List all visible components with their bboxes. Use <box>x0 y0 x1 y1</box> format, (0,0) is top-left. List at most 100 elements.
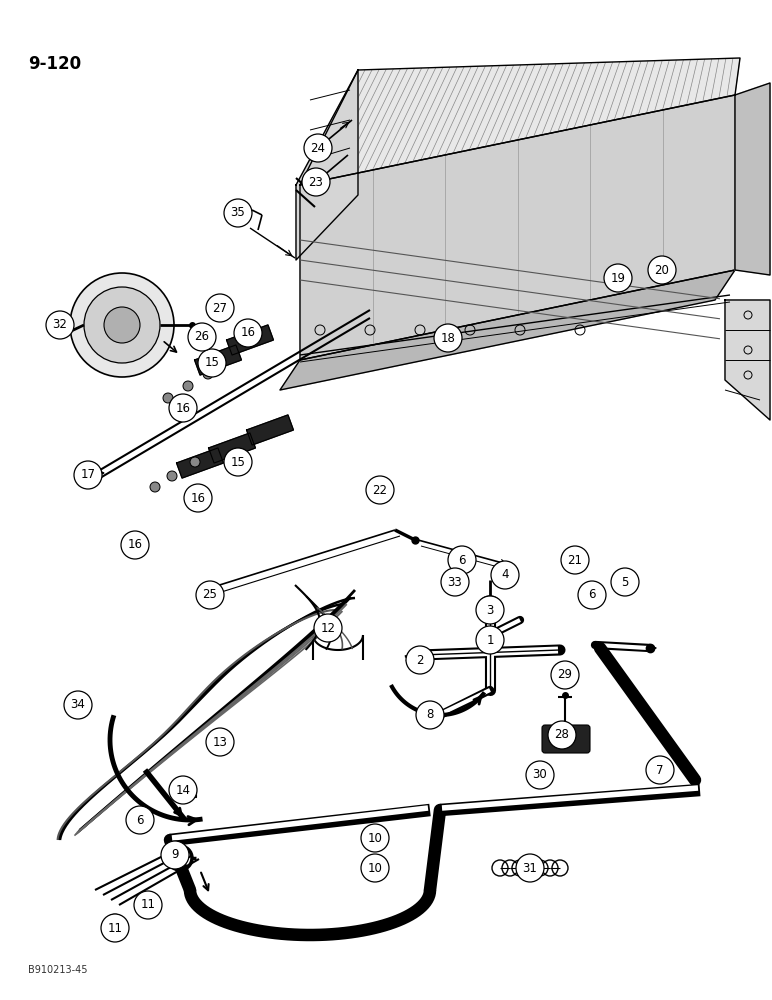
Polygon shape <box>725 300 770 420</box>
Circle shape <box>434 324 462 352</box>
Text: 6: 6 <box>588 588 596 601</box>
Text: 12: 12 <box>320 621 336 635</box>
Text: 28: 28 <box>554 728 570 742</box>
Circle shape <box>234 319 262 347</box>
Text: 34: 34 <box>70 698 86 712</box>
Circle shape <box>361 854 389 882</box>
Text: 17: 17 <box>80 468 96 482</box>
Polygon shape <box>280 270 735 390</box>
Text: 4: 4 <box>501 568 509 582</box>
Text: 10: 10 <box>367 861 382 874</box>
Text: 32: 32 <box>52 318 67 332</box>
Polygon shape <box>246 415 293 445</box>
Circle shape <box>491 561 519 589</box>
Text: 25: 25 <box>202 588 218 601</box>
Circle shape <box>551 661 579 689</box>
Circle shape <box>416 701 444 729</box>
Text: 6: 6 <box>459 554 466 566</box>
Circle shape <box>169 394 197 422</box>
Text: 23: 23 <box>309 176 323 188</box>
Text: 27: 27 <box>212 302 228 314</box>
Text: 3: 3 <box>486 603 493 616</box>
Circle shape <box>314 614 342 642</box>
Text: 2: 2 <box>416 654 424 666</box>
Circle shape <box>150 482 160 492</box>
Circle shape <box>163 393 173 403</box>
Text: 26: 26 <box>195 330 209 344</box>
Circle shape <box>206 728 234 756</box>
Circle shape <box>84 287 160 363</box>
FancyBboxPatch shape <box>542 725 590 753</box>
Text: 35: 35 <box>231 207 245 220</box>
Text: 22: 22 <box>373 484 388 496</box>
Circle shape <box>611 568 639 596</box>
Text: 16: 16 <box>191 491 205 504</box>
Text: 19: 19 <box>611 271 625 284</box>
Text: 1: 1 <box>486 634 494 647</box>
Bar <box>178 787 196 797</box>
Circle shape <box>648 256 676 284</box>
Text: 29: 29 <box>557 668 573 682</box>
Text: 16: 16 <box>127 538 143 552</box>
Polygon shape <box>300 58 740 185</box>
Polygon shape <box>300 95 735 360</box>
Circle shape <box>646 756 674 784</box>
Circle shape <box>126 806 154 834</box>
Circle shape <box>361 824 389 852</box>
Circle shape <box>302 168 330 196</box>
Text: 15: 15 <box>205 357 219 369</box>
Text: 18: 18 <box>441 332 455 344</box>
Text: 15: 15 <box>231 456 245 468</box>
Circle shape <box>101 914 129 942</box>
Circle shape <box>476 596 504 624</box>
Polygon shape <box>296 70 358 260</box>
Circle shape <box>224 448 252 476</box>
Circle shape <box>206 294 234 322</box>
Text: 21: 21 <box>567 554 583 566</box>
Polygon shape <box>227 325 273 355</box>
Circle shape <box>161 841 189 869</box>
Text: 20: 20 <box>655 263 669 276</box>
Text: 6: 6 <box>136 814 144 826</box>
Text: 33: 33 <box>448 576 462 588</box>
Circle shape <box>448 546 476 574</box>
Circle shape <box>476 626 504 654</box>
Circle shape <box>70 273 174 377</box>
Text: 31: 31 <box>523 861 537 874</box>
Text: B910213-45: B910213-45 <box>28 965 87 975</box>
Circle shape <box>121 531 149 559</box>
Text: 16: 16 <box>241 326 256 340</box>
Circle shape <box>183 381 193 391</box>
Circle shape <box>406 646 434 674</box>
Circle shape <box>604 264 632 292</box>
Text: 24: 24 <box>310 141 326 154</box>
Circle shape <box>561 546 589 574</box>
Text: 10: 10 <box>367 832 382 844</box>
Circle shape <box>64 691 92 719</box>
Polygon shape <box>735 83 770 275</box>
Text: 14: 14 <box>175 784 191 796</box>
Text: 11: 11 <box>141 898 155 912</box>
Text: 30: 30 <box>533 768 547 782</box>
Text: 9: 9 <box>171 848 179 861</box>
Text: 7: 7 <box>656 764 664 776</box>
Polygon shape <box>208 433 256 463</box>
Circle shape <box>188 323 216 351</box>
Circle shape <box>196 581 224 609</box>
Circle shape <box>441 568 469 596</box>
Text: 11: 11 <box>107 922 123 934</box>
Circle shape <box>578 581 606 609</box>
Circle shape <box>184 484 212 512</box>
Circle shape <box>134 891 162 919</box>
Circle shape <box>104 307 140 343</box>
Circle shape <box>526 761 554 789</box>
Text: 5: 5 <box>621 576 628 588</box>
Circle shape <box>169 776 197 804</box>
Circle shape <box>548 721 576 749</box>
Circle shape <box>304 134 332 162</box>
Circle shape <box>198 349 226 377</box>
Circle shape <box>190 457 200 467</box>
Circle shape <box>167 471 177 481</box>
Circle shape <box>366 476 394 504</box>
Circle shape <box>224 199 252 227</box>
